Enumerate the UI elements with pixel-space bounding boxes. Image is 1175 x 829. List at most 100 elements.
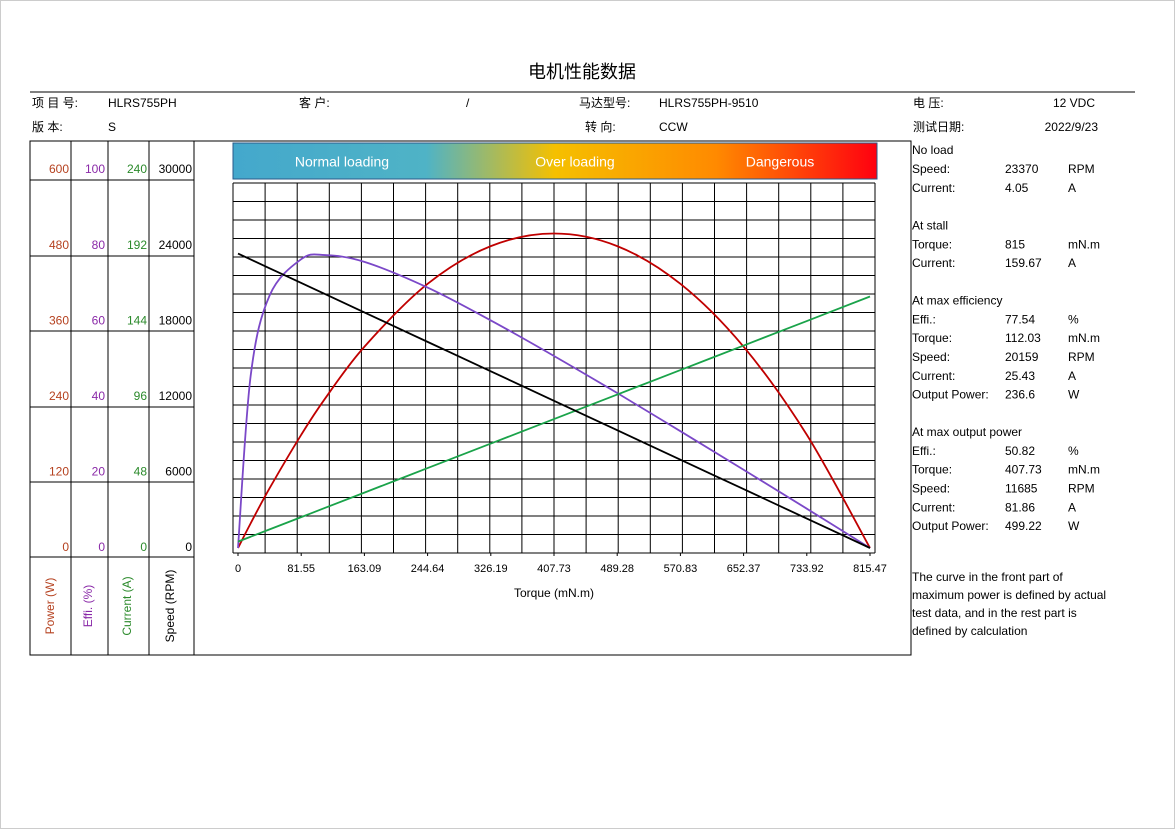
spec-value: 112.03 xyxy=(1005,331,1041,345)
y-tick-label: 0 xyxy=(98,540,105,554)
field-label: 转 向: xyxy=(585,119,616,134)
chart-frame xyxy=(29,140,912,656)
spec-title: At max efficiency xyxy=(912,293,1002,307)
spec-unit: A xyxy=(1068,500,1076,514)
x-tick-label: 163.09 xyxy=(348,563,382,575)
note-line: The curve in the front part of xyxy=(912,570,1063,584)
y-tick-label: 40 xyxy=(92,389,106,403)
spec-unit: RPM xyxy=(1068,162,1095,176)
series-line xyxy=(237,252,871,549)
spec-value: 11685 xyxy=(1005,481,1038,495)
spec-value: 20159 xyxy=(1005,350,1039,364)
spec-value: 236.6 xyxy=(1005,388,1035,402)
field-value: / xyxy=(466,96,470,110)
note-line: maximum power is defined by actual xyxy=(912,588,1106,602)
spec-label: Current: xyxy=(912,256,955,270)
x-tick-label: 0 xyxy=(235,563,241,575)
x-tick-label: 815.47 xyxy=(853,563,887,575)
spec-label: Torque: xyxy=(912,463,952,477)
y-tick-label: 96 xyxy=(134,389,148,403)
field-value: CCW xyxy=(659,120,688,134)
y-tick-label: 240 xyxy=(49,389,69,403)
y-tick-label: 12000 xyxy=(159,389,193,403)
spec-value: 25.43 xyxy=(1005,369,1035,383)
y-axis-label: Current (A) xyxy=(120,576,134,635)
spec-unit: A xyxy=(1068,369,1076,383)
y-tick-label: 24000 xyxy=(159,238,193,252)
field-value: HLRS755PH xyxy=(108,96,177,110)
title: 电机性能数据 xyxy=(528,62,636,82)
y-tick-label: 600 xyxy=(49,162,69,176)
y-axis-label: Effi. (%) xyxy=(81,585,95,627)
field-value: 2022/9/23 xyxy=(1045,120,1099,134)
x-tick-label: 326.19 xyxy=(474,563,508,575)
loading-band xyxy=(232,142,878,180)
axis-columns xyxy=(30,141,195,655)
spec-unit: W xyxy=(1068,388,1080,402)
y-axis-label: Power (W) xyxy=(43,578,57,635)
spec-label: Output Power: xyxy=(912,388,989,402)
field-label: 测试日期: xyxy=(913,119,964,134)
y-tick-label: 30000 xyxy=(159,162,193,176)
spec-value: 815 xyxy=(1005,237,1025,251)
series-line xyxy=(237,295,871,543)
spec-value: 159.67 xyxy=(1005,256,1042,270)
spec-title: No load xyxy=(912,143,953,157)
field-value: HLRS755PH-9510 xyxy=(659,96,759,110)
spec-unit: mN.m xyxy=(1068,331,1100,345)
y-tick-label: 18000 xyxy=(159,313,193,327)
spec-label: Speed: xyxy=(912,481,950,495)
x-tick-label: 489.28 xyxy=(600,563,634,575)
spec-value: 81.86 xyxy=(1005,500,1035,514)
y-tick-label: 120 xyxy=(49,465,69,479)
spec-label: Effi.: xyxy=(912,312,936,326)
x-tick-label: 652.37 xyxy=(727,563,761,575)
spec-value: 4.05 xyxy=(1005,181,1029,195)
zone-label: Dangerous xyxy=(746,154,815,170)
spec-value: 50.82 xyxy=(1005,444,1035,458)
spec-value: 407.73 xyxy=(1005,463,1042,477)
x-tick-label: 81.55 xyxy=(287,563,315,575)
spec-title: At max output power xyxy=(912,425,1022,439)
spec-value: 499.22 xyxy=(1005,519,1042,533)
spec-unit: A xyxy=(1068,256,1076,270)
spec-unit: mN.m xyxy=(1068,463,1100,477)
note-line: test data, and in the rest part is xyxy=(912,606,1077,620)
y-tick-label: 240 xyxy=(127,162,147,176)
y-tick-label: 0 xyxy=(185,540,192,554)
spec-label: Speed: xyxy=(912,350,950,364)
spec-label: Torque: xyxy=(912,331,952,345)
spec-unit: % xyxy=(1068,444,1079,458)
spec-label: Effi.: xyxy=(912,444,936,458)
x-tick-label: 407.73 xyxy=(537,563,571,575)
x-axis-label: Torque (mN.m) xyxy=(514,586,594,600)
spec-unit: A xyxy=(1068,181,1076,195)
spec-unit: RPM xyxy=(1068,481,1095,495)
spec-label: Output Power: xyxy=(912,519,989,533)
series-line xyxy=(237,232,871,549)
x-tick-label: 733.92 xyxy=(790,563,824,575)
y-tick-label: 0 xyxy=(62,540,69,554)
x-tick-label: 570.83 xyxy=(664,563,698,575)
spec-value: 23370 xyxy=(1005,162,1039,176)
spec-label: Current: xyxy=(912,500,955,514)
field-label: 版 本: xyxy=(32,120,63,134)
y-tick-label: 480 xyxy=(49,238,69,252)
spec-unit: % xyxy=(1068,312,1079,326)
y-tick-label: 360 xyxy=(49,313,69,327)
spec-label: Current: xyxy=(912,369,955,383)
y-tick-label: 80 xyxy=(92,238,106,252)
y-tick-label: 48 xyxy=(134,465,148,479)
y-tick-label: 100 xyxy=(85,162,105,176)
spec-title: At stall xyxy=(912,218,948,232)
spec-value: 77.54 xyxy=(1005,312,1035,326)
y-axis-label: Speed (RPM) xyxy=(163,570,177,643)
field-label: 客 户: xyxy=(299,95,330,110)
y-tick-label: 0 xyxy=(140,540,147,554)
spec-label: Speed: xyxy=(912,162,950,176)
note-line: defined by calculation xyxy=(912,624,1027,638)
y-tick-label: 192 xyxy=(127,238,147,252)
spec-label: Current: xyxy=(912,181,955,195)
y-tick-label: 20 xyxy=(92,465,106,479)
